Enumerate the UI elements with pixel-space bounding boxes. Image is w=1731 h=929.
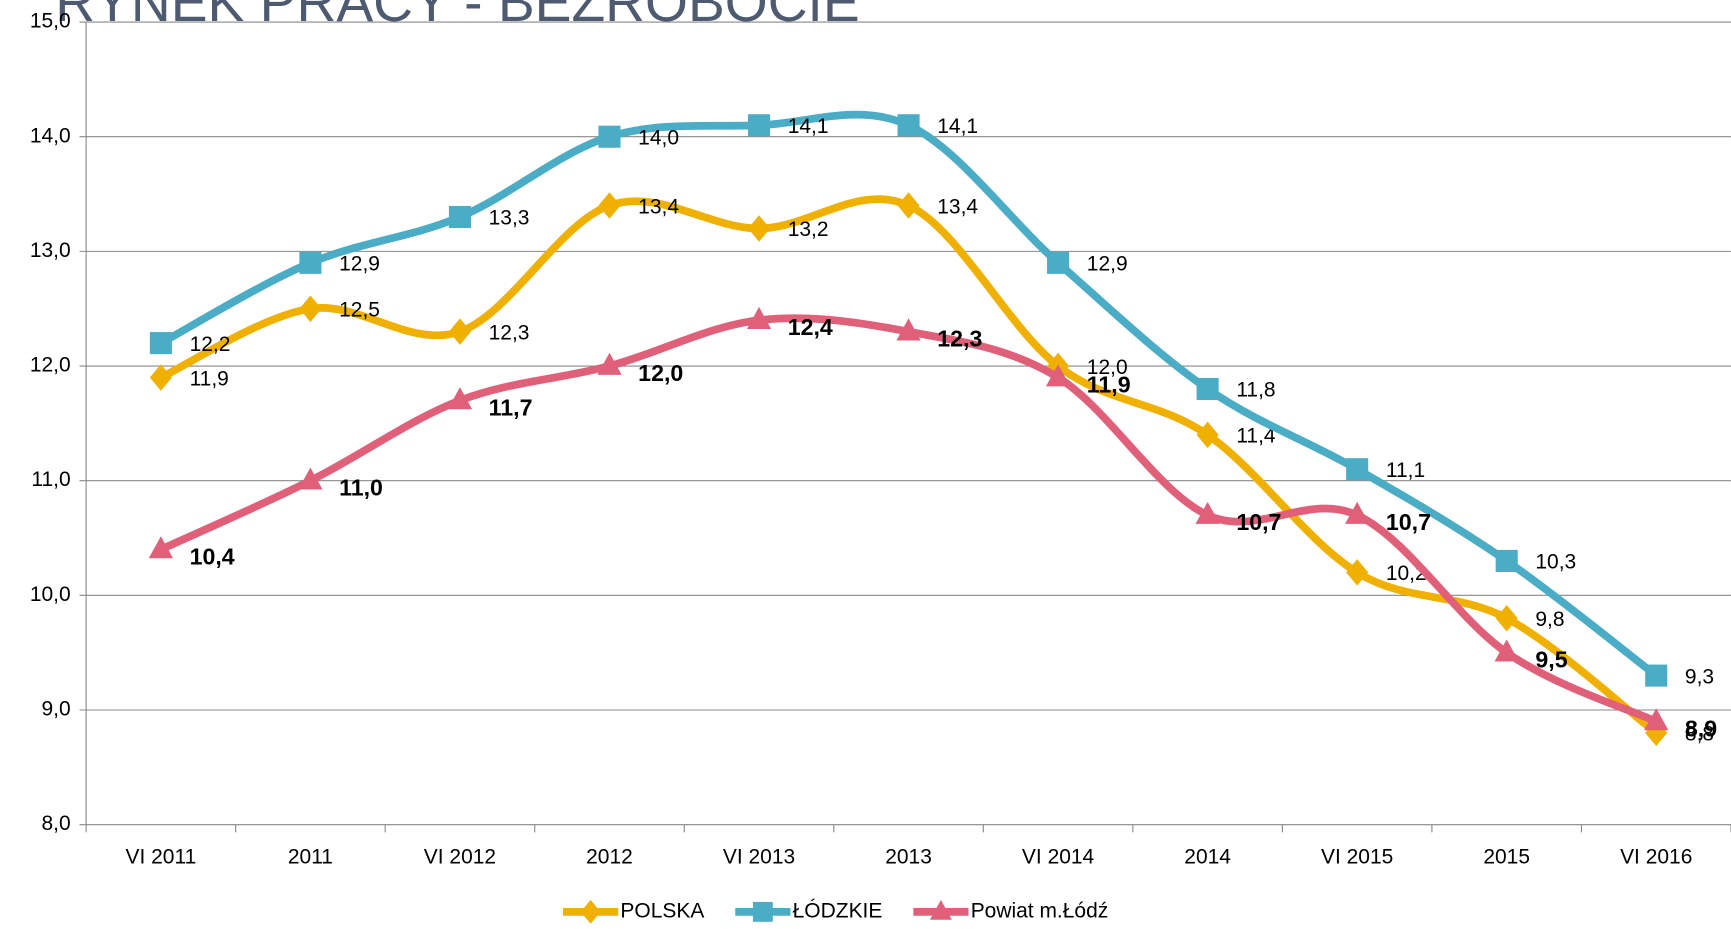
marker: [1196, 421, 1219, 449]
marker: [448, 205, 471, 229]
marker: [1494, 639, 1519, 662]
data-label: 11,9: [1087, 371, 1131, 397]
marker: [1495, 605, 1518, 632]
series-line: [157, 314, 1661, 726]
data-label: 9,3: [1685, 665, 1714, 688]
data-label: 11,0: [339, 475, 383, 501]
data-label: 14,1: [937, 115, 978, 138]
marker: [1346, 458, 1369, 481]
y-tick-label: 15,0: [30, 10, 71, 33]
data-label: 11,7: [489, 394, 533, 420]
data-label: 10,4: [190, 543, 235, 569]
data-label: 12,5: [339, 298, 380, 321]
marker: [1195, 501, 1220, 524]
marker: [897, 114, 920, 137]
x-tick-label: VI 2012: [424, 845, 496, 868]
marker: [896, 318, 921, 341]
legend-label: Powiat m.Łódź: [971, 899, 1109, 922]
data-label: 11,4: [1236, 425, 1276, 448]
data-label: 12,4: [788, 314, 833, 340]
legend-marker: [580, 899, 601, 924]
legend-marker: [752, 901, 773, 922]
y-tick-label: 12,0: [30, 354, 71, 377]
marker: [1346, 559, 1369, 586]
marker: [598, 125, 621, 148]
data-label: 12,9: [1087, 253, 1128, 276]
y-tick-label: 13,0: [30, 239, 71, 262]
data-label: 9,5: [1535, 647, 1567, 673]
data-label: 10,7: [1236, 509, 1281, 535]
data-label: 11,8: [1236, 379, 1275, 402]
marker: [1645, 664, 1668, 687]
marker: [1495, 549, 1518, 572]
data-label: 9,8: [1535, 608, 1564, 631]
data-label: 12,0: [1087, 356, 1128, 379]
x-tick-label: VI 2013: [723, 845, 795, 868]
y-tick-label: 9,0: [42, 698, 71, 721]
marker: [598, 192, 621, 219]
y-tick-label: 14,0: [30, 124, 71, 147]
data-label: 11,1: [1386, 459, 1425, 482]
x-tick-label: 2011: [288, 845, 333, 868]
data-label: 10,7: [1386, 509, 1431, 535]
data-label: 12,9: [339, 253, 380, 276]
data-label: 12,2: [190, 333, 231, 356]
y-tick-label: 10,0: [30, 583, 71, 606]
marker: [447, 387, 473, 410]
data-label: 14,1: [788, 115, 829, 138]
marker: [448, 318, 471, 345]
marker: [148, 536, 174, 559]
data-label: 13,3: [489, 207, 530, 230]
marker: [897, 192, 920, 219]
data-label: 12,0: [638, 360, 683, 386]
x-tick-label: VI 2016: [1620, 845, 1692, 868]
legend-marker: [929, 899, 952, 920]
series-line: [157, 110, 1661, 680]
x-tick-label: 2015: [1483, 845, 1530, 868]
marker: [746, 306, 772, 330]
data-label: 10,3: [1535, 551, 1576, 574]
series-line: [157, 195, 1661, 737]
data-label: 12,3: [937, 326, 982, 352]
marker: [747, 114, 771, 137]
x-tick-label: VI 2015: [1321, 845, 1393, 868]
y-tick-label: 8,0: [42, 812, 71, 835]
data-label: 11,9: [190, 367, 229, 390]
x-tick-label: 2012: [586, 845, 633, 868]
marker: [149, 332, 172, 355]
data-label: 13,2: [788, 218, 829, 241]
x-tick-label: 2014: [1184, 845, 1231, 868]
marker: [1045, 364, 1071, 387]
data-label: 8,9: [1685, 715, 1717, 741]
x-tick-label: VI 2014: [1022, 845, 1095, 868]
marker: [1196, 377, 1219, 401]
chart-title: RYNEK PRACY - BEZROBOCIE: [55, 0, 860, 33]
x-tick-label: VI 2011: [126, 845, 197, 868]
marker: [298, 467, 323, 490]
marker: [1644, 708, 1669, 731]
data-label: 14,0: [638, 126, 679, 149]
marker: [299, 251, 322, 274]
data-label: 8,8: [1685, 723, 1714, 746]
marker: [1047, 251, 1070, 274]
legend-label: POLSKA: [620, 899, 704, 922]
marker: [149, 364, 172, 391]
marker: [747, 215, 771, 242]
y-tick-label: 11,0: [31, 468, 70, 491]
x-tick-label: 2013: [885, 845, 932, 868]
marker: [597, 352, 622, 375]
data-label: 13,4: [638, 195, 679, 218]
legend-label: ŁÓDZKIE: [793, 899, 883, 922]
data-label: 12,3: [489, 321, 530, 344]
data-label: 13,4: [937, 195, 978, 218]
marker: [299, 295, 322, 322]
marker: [1345, 501, 1370, 524]
